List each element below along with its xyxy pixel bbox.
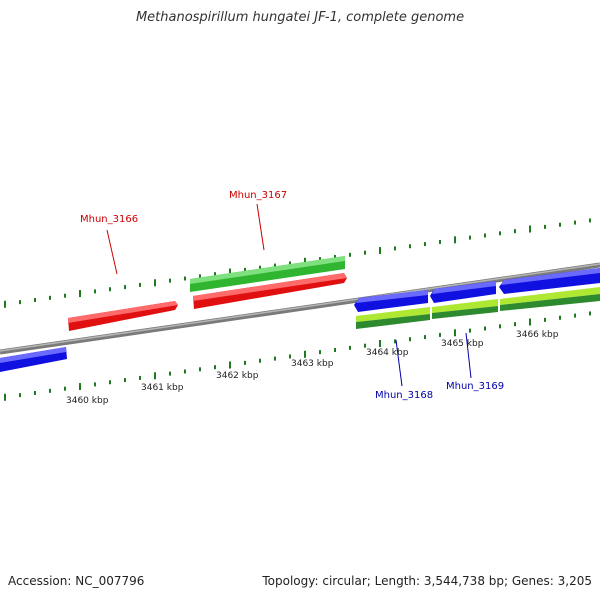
scale-label-3461: 3461 kbp: [141, 383, 184, 393]
gene-mhun-3168[interactable]: [354, 290, 428, 312]
scale-label-3466: 3466 kbp: [516, 330, 559, 340]
scale-label-3463: 3463 kbp: [291, 359, 334, 369]
gene-label-mhun-3167[interactable]: Mhun_3167: [229, 190, 287, 201]
gene-mhun-3167[interactable]: [190, 256, 345, 292]
scale-label-3464: 3464 kbp: [366, 348, 409, 358]
scale-label-3465: 3465 kbp: [441, 339, 484, 349]
gene-mhun-3169[interactable]: [430, 281, 496, 303]
map-title: Methanospirillum hungatei JF-1, complete…: [135, 10, 465, 25]
genome-stats-text: Topology: circular; Length: 3,544,738 bp…: [262, 574, 592, 588]
gene-red-forward[interactable]: [193, 273, 347, 309]
inner-tick-track: [4, 311, 591, 401]
label-leaders: [106, 203, 472, 387]
genome-backbone: [0, 262, 600, 355]
gene-mhun-3166[interactable]: [68, 301, 178, 331]
gene-lime-track: [356, 287, 600, 329]
gene-blue-left[interactable]: [0, 347, 67, 372]
gene-label-mhun-3168[interactable]: Mhun_3168: [375, 390, 433, 401]
accession-text: Accession: NC_007796: [8, 574, 145, 588]
gene-blue-right[interactable]: [499, 268, 600, 294]
scale-label-3460: 3460 kbp: [66, 396, 109, 406]
gene-label-mhun-3169[interactable]: Mhun_3169: [446, 381, 504, 392]
gene-label-mhun-3166[interactable]: Mhun_3166: [80, 214, 138, 225]
scale-label-3462: 3462 kbp: [216, 371, 259, 381]
